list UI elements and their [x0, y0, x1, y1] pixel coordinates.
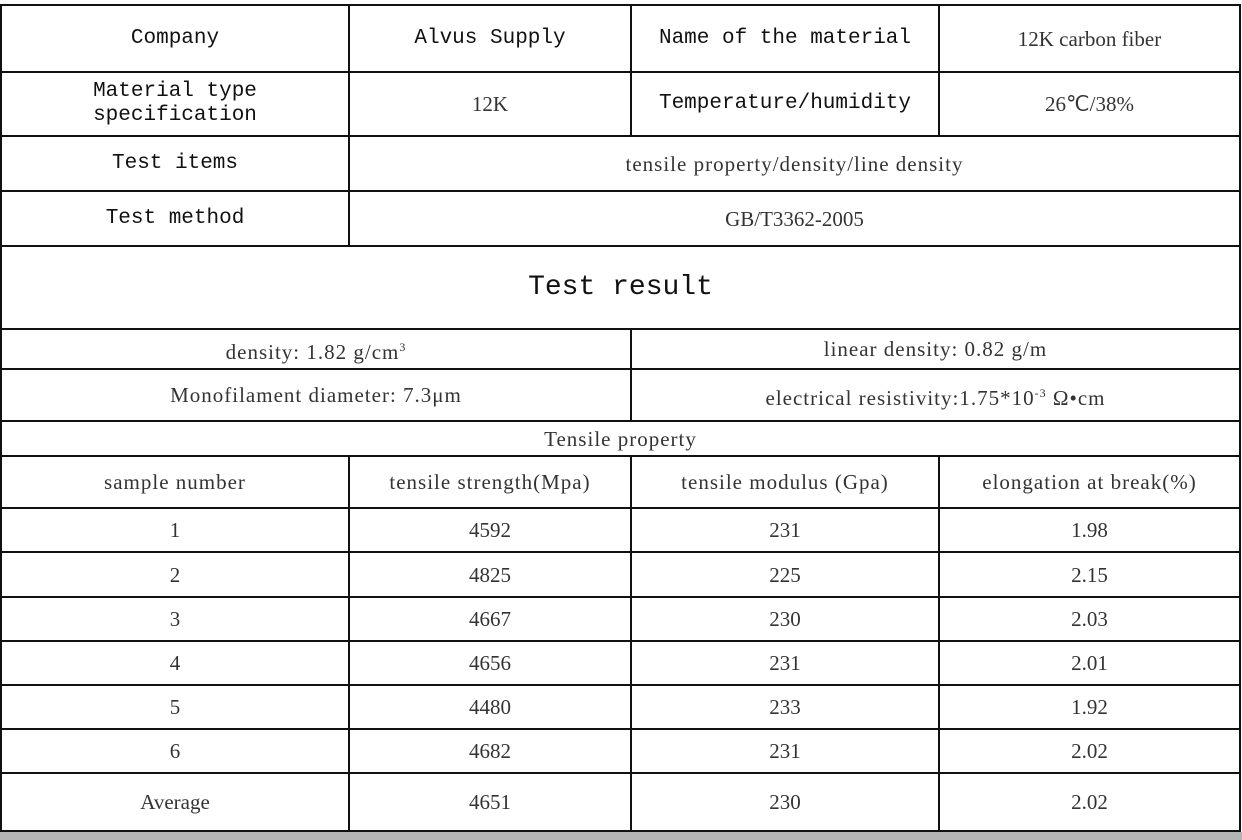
table-row: 2 4825 225 2.15	[0, 551, 1241, 598]
table-cell: 3	[0, 596, 350, 642]
table-cell: 2.02	[938, 728, 1241, 774]
company-value: Alvus Supply	[348, 4, 632, 73]
table-cell: 2.01	[938, 640, 1241, 686]
table-cell: 4651	[348, 772, 632, 832]
table-cell: 225	[630, 551, 940, 598]
test-report-table: Company Alvus Supply Name of the materia…	[0, 4, 1241, 832]
temperature-label: Temperature/humidity	[630, 71, 940, 137]
table-cell: 2	[0, 551, 350, 598]
material-type-value: 12K	[348, 71, 632, 137]
table-cell: 4480	[348, 684, 632, 730]
material-name-value: 12K carbon fiber	[938, 4, 1241, 73]
density-cell: density: 1.82 g/cm3	[0, 328, 632, 370]
test-method-label: Test method	[0, 190, 350, 247]
linear-density: linear density: 0.82 g/m	[630, 328, 1241, 370]
table-cell: 231	[630, 640, 940, 686]
column-header: sample number	[0, 455, 350, 509]
table-cell: 1.98	[938, 507, 1241, 553]
material-type-label: Material type specification	[0, 71, 350, 137]
table-cell: Average	[0, 772, 350, 832]
table-cell: 1.92	[938, 684, 1241, 730]
table-cell: 6	[0, 728, 350, 774]
resistivity-exponent: -3	[1034, 385, 1047, 400]
test-items-value: tensile property/density/line density	[348, 135, 1241, 192]
table-row: 1 4592 231 1.98	[0, 507, 1241, 553]
table-row: 5 4480 233 1.92	[0, 684, 1241, 730]
table-cell: 231	[630, 728, 940, 774]
material-name-label: Name of the material	[630, 4, 940, 73]
table-cell: 2.02	[938, 772, 1241, 832]
density-exponent: 3	[399, 339, 407, 354]
table-cell: 4825	[348, 551, 632, 598]
test-method-value: GB/T3362-2005	[348, 190, 1241, 247]
table-cell: 230	[630, 772, 940, 832]
column-header: tensile strength(Mpa)	[348, 455, 632, 509]
table-cell: 1	[0, 507, 350, 553]
table-cell: 4682	[348, 728, 632, 774]
table-cell: 233	[630, 684, 940, 730]
table-cell: 2.03	[938, 596, 1241, 642]
test-items-label: Test items	[0, 135, 350, 192]
table-row: 3 4667 230 2.03	[0, 596, 1241, 642]
test-result-title: Test result	[0, 245, 1241, 330]
resistivity-unit: Ω•cm	[1046, 385, 1106, 410]
table-cell: 230	[630, 596, 940, 642]
table-cell: 4592	[348, 507, 632, 553]
resistivity-cell: electrical resistivity:1.75*10-3 Ω•cm	[630, 368, 1241, 422]
column-header: tensile modulus (Gpa)	[630, 455, 940, 509]
temperature-value: 26℃/38%	[938, 71, 1241, 137]
table-cell: 2.15	[938, 551, 1241, 598]
density-text: density: 1.82 g/cm	[225, 339, 400, 364]
company-label: Company	[0, 4, 350, 73]
table-cell: 4656	[348, 640, 632, 686]
tensile-property-title: Tensile property	[0, 420, 1241, 457]
tensile-header-row: sample number tensile strength(Mpa) tens…	[0, 455, 1241, 509]
monofilament-diameter: Monofilament diameter: 7.3μm	[0, 368, 632, 422]
resistivity-text: electrical resistivity:1.75*10	[765, 385, 1035, 410]
average-row: Average 4651 230 2.02	[0, 772, 1241, 832]
column-header: elongation at break(%)	[938, 455, 1241, 509]
table-cell: 231	[630, 507, 940, 553]
table-cell: 4	[0, 640, 350, 686]
table-cell: 4667	[348, 596, 632, 642]
table-row: 6 4682 231 2.02	[0, 728, 1241, 774]
table-cell: 5	[0, 684, 350, 730]
table-row: 4 4656 231 2.01	[0, 640, 1241, 686]
